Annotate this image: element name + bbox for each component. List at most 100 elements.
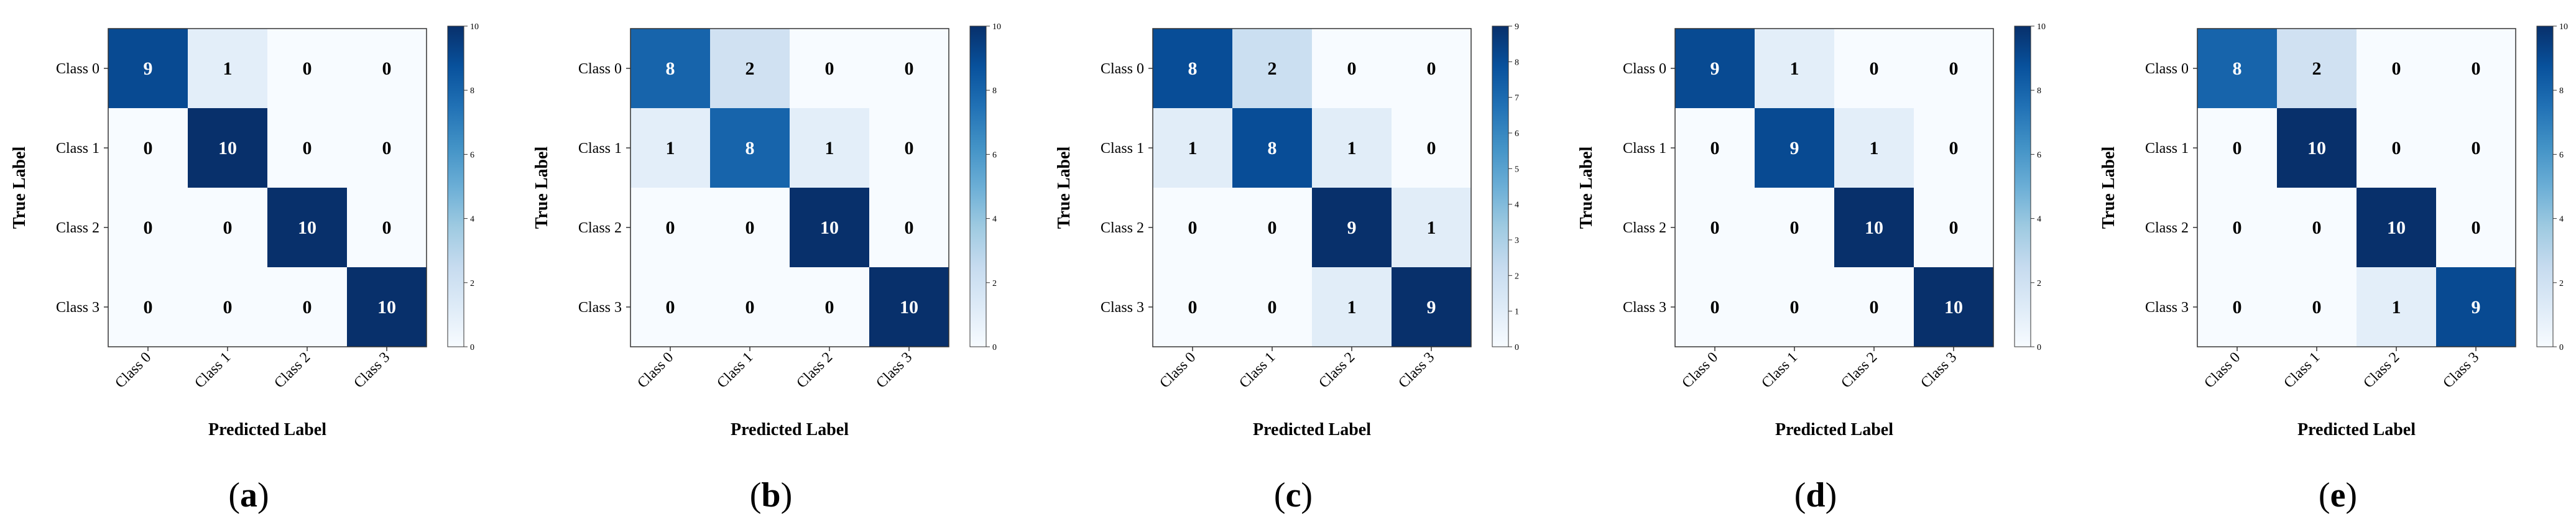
heatmap-cell — [869, 29, 949, 108]
cell-value-label: 0 — [1188, 297, 1198, 318]
heatmap-cell — [630, 267, 710, 347]
cell-value-label: 0 — [223, 297, 233, 318]
heatmap-cell — [1312, 267, 1392, 347]
colorbar-tick-label: 0 — [1515, 343, 1519, 352]
heatmap-cell — [2197, 267, 2277, 347]
cell-value-label: 0 — [1949, 218, 1959, 238]
y-tick-label: Class 1 — [1623, 140, 1666, 157]
cell-value-label: 0 — [1790, 218, 1799, 238]
heatmap-cell — [347, 267, 427, 347]
cell-value-label: 0 — [1710, 218, 1720, 238]
heatmap-cell — [2277, 29, 2357, 108]
y-tick-label: Class 1 — [56, 140, 99, 157]
colorbar-tick-label: 8 — [992, 86, 997, 96]
panel-caption: (c) — [1274, 476, 1313, 515]
colorbar-tick-label: 2 — [470, 279, 474, 288]
heatmap-cell — [267, 188, 347, 267]
colorbar — [447, 25, 464, 347]
heatmap-cell — [1232, 188, 1312, 267]
matrix-frame — [1674, 28, 1994, 347]
cell-value-label: 0 — [382, 218, 392, 238]
heatmap-cell — [1153, 108, 1232, 188]
cell-value-label: 1 — [1188, 138, 1198, 158]
heatmap-cell — [869, 188, 949, 267]
matrix-frame — [108, 28, 427, 347]
cell-value-label: 0 — [1870, 58, 1879, 79]
heatmap-cell — [1392, 108, 1471, 188]
colorbar-tick-label: 0 — [2037, 343, 2041, 352]
cell-value-label: 1 — [1427, 218, 1436, 238]
cell-value-label: 0 — [666, 297, 675, 318]
colorbar-tick-label: 4 — [1515, 201, 1519, 210]
heatmap-cell — [2197, 108, 2277, 188]
heatmap-cell — [1914, 29, 1993, 108]
heatmap-cell — [2277, 108, 2357, 188]
heatmap-matrix: 9 1 0 00 10 0 00 0 10 00 0 0 10 — [108, 29, 427, 347]
cell-value-label: 0 — [1268, 297, 1277, 318]
colorbar-tick-label: 10 — [2037, 22, 2046, 32]
cell-value-label: 0 — [2233, 297, 2242, 318]
cell-value-label: 0 — [2233, 218, 2242, 238]
x-axis-label: Predicted Label — [208, 420, 326, 439]
heatmap-cell — [1232, 267, 1312, 347]
colorbar-tick-label: 10 — [2559, 22, 2568, 32]
cell-value-label: 10 — [2387, 218, 2406, 238]
heatmap-cell — [1675, 188, 1755, 267]
cell-value-label: 1 — [1870, 138, 1879, 158]
x-tick-label: Class 3 — [1395, 349, 1438, 392]
cell-value-label: 8 — [666, 58, 675, 79]
cell-value-label: 8 — [746, 138, 755, 158]
cell-value-label: 9 — [1790, 138, 1799, 158]
y-axis-label: True Label — [2099, 147, 2118, 229]
y-tick-label: Class 1 — [1101, 140, 1144, 157]
colorbar-tick-label: 3 — [1515, 236, 1519, 245]
heatmap-cell — [2436, 108, 2516, 188]
heatmap-cell — [108, 108, 188, 188]
x-tick-label: Class 0 — [1156, 349, 1199, 392]
colorbar-tick-label: 2 — [2559, 279, 2564, 288]
cell-value-label: 9 — [144, 58, 153, 79]
cell-value-label: 0 — [303, 58, 312, 79]
heatmap-cell — [1675, 267, 1755, 347]
colorbar — [2536, 25, 2554, 347]
heatmap-cell — [1755, 108, 1834, 188]
cell-value-label: 2 — [746, 58, 755, 79]
heatmap-cell — [790, 267, 869, 347]
y-axis-label: True Label — [1055, 147, 1074, 229]
colorbar-tick-label: 6 — [992, 150, 997, 160]
y-axis-label: True Label — [532, 147, 552, 229]
cell-value-label: 0 — [2392, 138, 2401, 158]
heatmap-cell — [1153, 267, 1232, 347]
heatmap-cell — [1914, 267, 1993, 347]
colorbar-tick-label: 10 — [470, 22, 479, 32]
colorbar-tick-label: 4 — [2037, 215, 2041, 224]
panel-caption: (b) — [750, 476, 792, 515]
heatmap-cell — [1312, 188, 1392, 267]
heatmap-cell — [267, 267, 347, 347]
heatmap-cell — [1392, 29, 1471, 108]
heatmap-cell — [790, 188, 869, 267]
cell-value-label: 1 — [1347, 297, 1357, 318]
cell-value-label: 8 — [1268, 138, 1277, 158]
heatmap-cell — [710, 29, 790, 108]
heatmap-matrix: 8 2 0 0 1 8 1 0 0 0 9 1 0 0 1 9 — [1153, 29, 1471, 347]
heatmap-cell — [710, 267, 790, 347]
heatmap-cell — [108, 188, 188, 267]
cell-value-label: 10 — [218, 138, 237, 158]
matrix-frame — [1152, 28, 1472, 347]
colorbar-tick-label: 6 — [1515, 129, 1519, 139]
colorbar-tick-label: 0 — [2559, 343, 2564, 352]
heatmap-cell — [1312, 108, 1392, 188]
heatmap-cell — [347, 29, 427, 108]
heatmap-cell — [1914, 188, 1993, 267]
panel-caption: (d) — [1794, 476, 1837, 515]
x-tick-label: Class 1 — [192, 349, 234, 392]
y-tick-label: Class 3 — [56, 300, 99, 316]
y-tick-label: Class 0 — [1623, 61, 1666, 77]
cell-value-label: 0 — [746, 218, 755, 238]
colorbar-tick-label: 6 — [2037, 150, 2041, 160]
cell-value-label: 0 — [1427, 58, 1436, 79]
cell-value-label: 0 — [1870, 297, 1879, 318]
